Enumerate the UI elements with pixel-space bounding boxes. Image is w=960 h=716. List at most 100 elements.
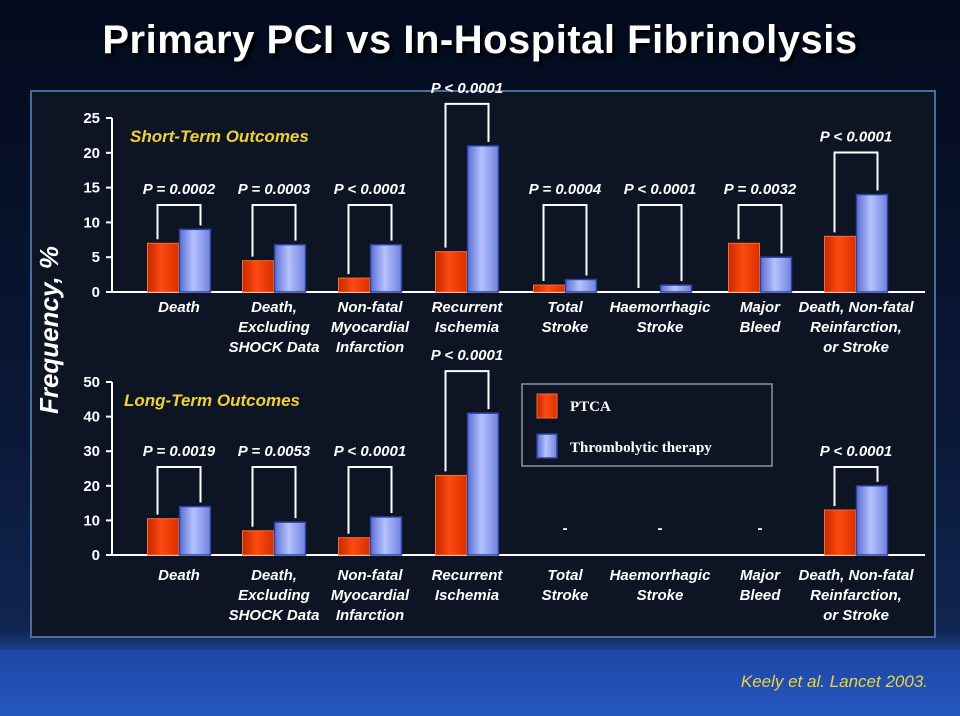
- y-tick-label: 15: [83, 180, 100, 197]
- category-label: Reinfarction,: [810, 587, 902, 604]
- category-label: Death, Non-fatal: [798, 299, 914, 316]
- category-label: SHOCK Data: [229, 339, 320, 356]
- bar-thrombolytic: [273, 243, 307, 293]
- p-value-label: P < 0.0001: [431, 80, 503, 97]
- category-label: Total: [547, 567, 583, 584]
- significance-bracket: [637, 204, 683, 288]
- bar-thrombolytic: [855, 485, 889, 556]
- significance-bracket: [542, 204, 588, 282]
- category-label: Stroke: [637, 587, 684, 604]
- bar-thrombolytic: [466, 145, 500, 293]
- category-label: SHOCK Data: [229, 607, 320, 624]
- significance-bracket: [444, 102, 490, 248]
- significance-bracket: [833, 151, 879, 233]
- bar-thrombolytic: [178, 505, 212, 556]
- y-tick-label: 10: [83, 512, 100, 529]
- p-value-label: P = 0.0053: [238, 443, 311, 460]
- bar-ptca: [824, 235, 856, 293]
- category-label: Bleed: [740, 319, 782, 336]
- category-label: Stroke: [542, 587, 589, 604]
- p-value-label: P < 0.0001: [820, 129, 892, 146]
- bar-thrombolytic: [369, 516, 403, 556]
- bar-ptca: [533, 284, 565, 293]
- bar-ptca: [338, 537, 370, 556]
- category-label: Ischemia: [435, 587, 499, 604]
- category-label: Ischemia: [435, 319, 499, 336]
- category-label: Death,: [251, 567, 297, 584]
- bar-thrombolytic: [178, 228, 212, 293]
- p-value-label: P < 0.0001: [334, 443, 406, 460]
- bar-thrombolytic: [369, 243, 403, 293]
- y-tick-label: 30: [83, 443, 100, 460]
- missing-data-marker: -: [563, 520, 568, 537]
- legend-label-thrombolytic: Thrombolytic therapy: [570, 440, 712, 456]
- p-value-label: P < 0.0001: [820, 443, 892, 460]
- p-value-label: P = 0.0002: [143, 181, 216, 198]
- y-tick-label: 0: [92, 547, 100, 564]
- category-label: Death,: [251, 299, 297, 316]
- legend-swatch-ptca: [536, 393, 558, 419]
- footer-band: [0, 650, 960, 716]
- bar-ptca: [147, 242, 179, 293]
- bar-ptca: [728, 242, 760, 293]
- category-label: Infarction: [336, 339, 404, 356]
- category-label: Bleed: [740, 587, 782, 604]
- y-tick-label: 20: [83, 478, 100, 495]
- y-tick-label: 25: [83, 110, 100, 127]
- significance-bracket: [347, 466, 393, 534]
- category-label: Non-fatal: [338, 567, 404, 584]
- y-tick-label: 5: [92, 249, 100, 266]
- chart-subtitle: Short-Term Outcomes: [130, 127, 309, 146]
- bar-ptca: [435, 474, 467, 556]
- category-label: Total: [547, 299, 583, 316]
- p-value-label: P = 0.0003: [238, 181, 311, 198]
- category-label: Recurrent: [432, 299, 504, 316]
- y-axis-label: Frequency, %: [34, 246, 64, 414]
- y-tick-label: 0: [92, 284, 100, 301]
- bar-thrombolytic: [759, 256, 793, 293]
- y-tick-label: 20: [83, 145, 100, 162]
- bar-ptca: [147, 518, 179, 556]
- legend-swatch-thrombolytic: [536, 433, 558, 459]
- category-label: Reinfarction,: [810, 319, 902, 336]
- bar-ptca: [824, 509, 856, 556]
- category-label: Death: [158, 567, 200, 584]
- significance-bracket: [444, 370, 490, 472]
- missing-data-marker: -: [758, 520, 763, 537]
- significance-bracket: [251, 204, 297, 257]
- p-value-label: P < 0.0001: [334, 181, 406, 198]
- bar-thrombolytic: [273, 521, 307, 556]
- category-label: Myocardial: [331, 587, 410, 604]
- category-label: Excluding: [238, 587, 310, 604]
- p-value-label: P = 0.0032: [724, 181, 797, 198]
- significance-bracket: [251, 466, 297, 527]
- y-tick-label: 40: [83, 409, 100, 426]
- category-label: Major: [740, 567, 781, 584]
- category-label: Stroke: [542, 319, 589, 336]
- bar-thrombolytic: [659, 284, 693, 293]
- p-value-label: P < 0.0001: [624, 181, 696, 198]
- category-label: Haemorrhagic: [610, 299, 712, 316]
- citation: Keely et al. Lancet 2003.: [740, 672, 928, 691]
- bar-thrombolytic: [855, 193, 889, 293]
- bar-thrombolytic: [564, 278, 598, 293]
- category-label: Excluding: [238, 319, 310, 336]
- p-value-label: P = 0.0004: [529, 181, 602, 198]
- category-label: or Stroke: [823, 607, 889, 624]
- category-label: Stroke: [637, 319, 684, 336]
- category-label: or Stroke: [823, 339, 889, 356]
- bar-ptca: [435, 251, 467, 293]
- significance-bracket: [156, 466, 202, 515]
- category-label: Recurrent: [432, 567, 504, 584]
- p-value-label: P < 0.0001: [431, 347, 503, 364]
- legend-box: [521, 383, 773, 467]
- chart-subtitle: Long-Term Outcomes: [124, 391, 300, 410]
- bar-ptca: [242, 530, 274, 556]
- significance-bracket: [347, 204, 393, 275]
- category-label: Major: [740, 299, 781, 316]
- y-tick-label: 50: [83, 374, 100, 391]
- category-label: Death: [158, 299, 200, 316]
- legend-label-ptca: PTCA: [570, 399, 611, 415]
- missing-data-marker: -: [658, 520, 663, 537]
